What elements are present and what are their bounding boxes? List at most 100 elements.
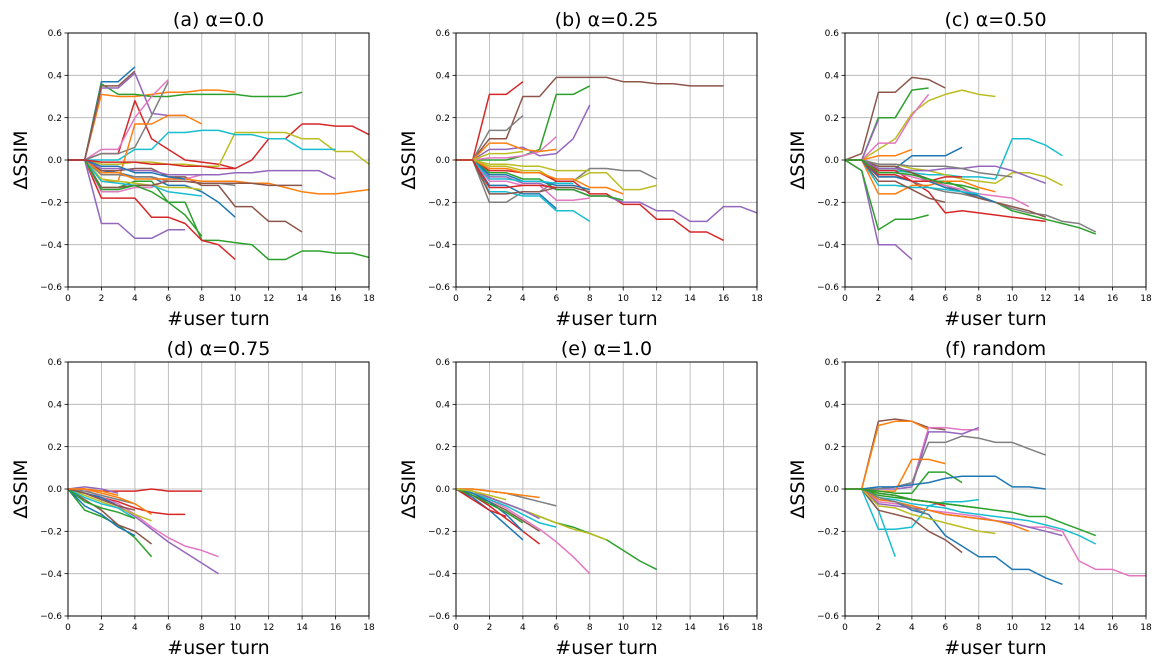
y-tick-label: 0.2	[825, 114, 839, 124]
series-line-14	[845, 488, 1097, 545]
y-tick-label: 0.0	[825, 156, 840, 166]
series-group	[68, 486, 219, 575]
subplot-title: (d) α=0.75	[167, 338, 271, 360]
x-tick-label: 4	[909, 294, 915, 304]
x-tick-label: 12	[651, 623, 662, 633]
series-group	[68, 66, 369, 261]
series-line-13	[456, 488, 524, 524]
x-tick-label: 2	[487, 294, 493, 304]
y-tick-label: 0.4	[48, 401, 63, 411]
x-tick-label: 6	[165, 294, 171, 304]
y-tick-label: 0.0	[436, 485, 451, 495]
y-tick-label: 0.0	[48, 156, 63, 166]
series-line-9	[68, 488, 136, 505]
x-tick-label: 6	[165, 623, 171, 633]
series-line-21	[68, 159, 369, 195]
x-tick-label: 4	[909, 623, 915, 633]
x-tick-label: 0	[65, 294, 71, 304]
y-tick-label: 0.4	[436, 72, 451, 82]
x-tick-label: 4	[132, 294, 138, 304]
series-line-14	[456, 488, 507, 501]
y-tick-label: 0.6	[825, 358, 840, 368]
x-tick-label: 16	[330, 294, 342, 304]
subplot-1: 0 2 4 6 8 10 12 14 16 18 −0.6 −0.4 −0.2 0.0 0.2 0.4 0.6 (…	[10, 9, 375, 330]
series-line-11	[456, 488, 507, 518]
series-line-12	[456, 488, 524, 532]
series-line-21	[845, 488, 979, 509]
x-tick-label: 14	[296, 294, 308, 304]
x-tick-label: 6	[553, 294, 559, 304]
x-tick-label: 14	[684, 623, 696, 633]
series-line-1	[845, 418, 946, 490]
y-tick-label: 0.6	[48, 358, 63, 368]
y-tick-label: 0.6	[825, 29, 840, 39]
subplot-title: (f) random	[945, 338, 1046, 360]
y-tick-label: 0.0	[825, 485, 840, 495]
series-line-5	[845, 435, 1046, 490]
x-tick-label: 6	[942, 294, 948, 304]
y-tick-label: −0.4	[428, 570, 450, 580]
series-line-22	[845, 159, 1013, 178]
y-tick-label: 0.6	[436, 29, 451, 39]
y-axis-label: ΔSSIM	[787, 130, 809, 189]
x-tick-label: 10	[229, 294, 241, 304]
series-line-9	[68, 131, 369, 168]
x-tick-label: 0	[453, 623, 459, 633]
x-tick-label: 8	[587, 294, 593, 304]
y-tick-label: 0.2	[48, 114, 62, 124]
subplot-title: (a) α=0.0	[173, 9, 264, 31]
series-line-11	[845, 488, 1146, 577]
x-tick-label: 2	[99, 294, 105, 304]
y-tick-label: 0.2	[48, 443, 62, 453]
x-axis-label: #user turn	[555, 308, 657, 330]
subplot-3: 0 2 4 6 8 10 12 14 16 18 −0.6 −0.4 −0.2 0.0 0.2 0.4 0.6 (…	[787, 9, 1152, 330]
subplot-title: (b) α=0.25	[555, 9, 659, 31]
series-line-5	[456, 136, 557, 161]
series-line-13	[68, 488, 136, 520]
y-tick-label: −0.2	[40, 528, 62, 538]
x-tick-label: 16	[1107, 294, 1119, 304]
x-tick-label: 14	[296, 623, 308, 633]
series-line-4	[456, 104, 591, 161]
series-line-16	[68, 159, 303, 233]
x-tick-label: 16	[1107, 623, 1119, 633]
y-tick-label: 0.6	[436, 358, 451, 368]
series-line-18	[456, 159, 590, 195]
x-tick-label: 0	[453, 294, 459, 304]
y-axis-label: ΔSSIM	[10, 459, 32, 518]
series-line-12	[68, 486, 119, 494]
x-tick-label: 18	[363, 623, 375, 633]
y-axis-label: ΔSSIM	[787, 459, 809, 518]
y-tick-label: −0.6	[428, 612, 450, 622]
x-tick-label: 8	[587, 623, 593, 633]
series-line-24	[68, 159, 203, 237]
series-line-2	[845, 420, 929, 490]
x-tick-label: 18	[1140, 623, 1152, 633]
x-tick-label: 16	[718, 623, 730, 633]
x-tick-label: 2	[99, 623, 105, 633]
x-tick-label: 12	[651, 294, 662, 304]
x-tick-label: 10	[1006, 623, 1018, 633]
y-axis-label: ΔSSIM	[10, 130, 32, 189]
series-line-26	[68, 159, 236, 170]
y-tick-label: 0.2	[825, 443, 839, 453]
series-line-22	[68, 159, 336, 180]
series-group	[845, 418, 1146, 586]
y-tick-label: −0.4	[40, 241, 62, 251]
series-line-8	[456, 488, 540, 499]
x-tick-label: 16	[330, 623, 342, 633]
series-line-8	[68, 488, 152, 522]
x-tick-label: 8	[199, 623, 205, 633]
series-group	[456, 76, 757, 242]
y-tick-label: −0.2	[428, 528, 450, 538]
series-line-11	[68, 488, 136, 520]
x-tick-label: 12	[263, 294, 274, 304]
series-line-2	[68, 89, 236, 161]
x-tick-label: 4	[132, 623, 138, 633]
subplot-5: 0 2 4 6 8 10 12 14 16 18 −0.6 −0.4 −0.2 0.0 0.2 0.4 0.6 (…	[398, 338, 763, 659]
subplot-title: (c) α=0.50	[944, 9, 1046, 31]
series-line-22	[456, 159, 557, 189]
series-line-6	[68, 488, 153, 545]
series-line-17	[456, 159, 624, 195]
x-tick-label: 12	[1040, 623, 1051, 633]
